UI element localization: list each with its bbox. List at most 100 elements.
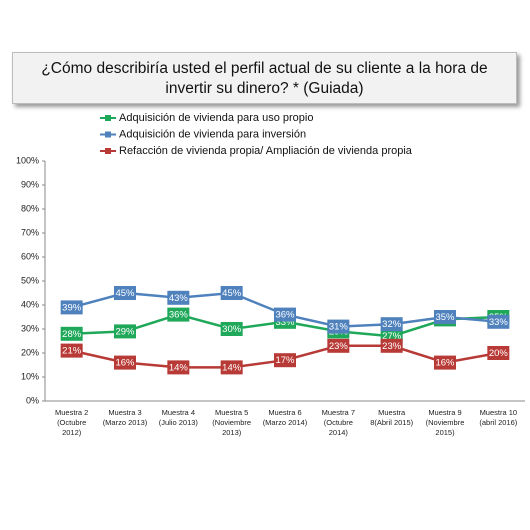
data-label: 33% [275, 317, 295, 328]
data-label-box [274, 307, 296, 322]
data-label: 36% [169, 310, 189, 321]
x-tick-label: (Octubre [324, 418, 353, 427]
data-label: 23% [329, 341, 349, 352]
data-label: 27% [382, 331, 402, 342]
data-label-box [220, 360, 243, 375]
data-label-group: 45% [114, 286, 136, 300]
x-tick-label: (Marzo 2014) [263, 418, 308, 427]
data-label-group: 32% [380, 317, 403, 332]
data-label-group: 33% [487, 314, 510, 329]
x-tick-label: 2012) [62, 428, 82, 437]
data-label: 33% [489, 317, 509, 328]
x-tick-label: (abril 2016) [479, 418, 517, 427]
x-tick-label: 2014) [329, 428, 349, 437]
data-label: 32% [382, 319, 402, 330]
data-label-group: 16% [114, 355, 136, 370]
legend-label: Adquisición de vivienda para uso propio [119, 112, 313, 124]
data-label: 16% [435, 358, 455, 369]
y-tick-label: 40% [21, 299, 39, 309]
x-tick-label: (Noviembre [426, 418, 465, 427]
data-label: 30% [222, 324, 242, 335]
data-label: 23% [382, 341, 402, 352]
x-tick-label: Muestra 5 [215, 408, 248, 417]
data-label-box [487, 314, 510, 329]
data-label-group: 35% [434, 310, 456, 324]
chart-title: ¿Cómo describiría usted el perfil actual… [12, 52, 517, 104]
legend-marker [105, 148, 111, 154]
y-tick-label: 90% [21, 179, 39, 189]
x-tick-label: 2013) [222, 428, 242, 437]
x-tick-label: (Octubre [57, 418, 86, 427]
data-label: 21% [62, 346, 82, 357]
data-label-group: 23% [380, 338, 403, 353]
x-tick-label: Muestra 6 [268, 408, 301, 417]
data-label-box [487, 346, 510, 360]
data-label: 29% [115, 326, 135, 337]
data-label-group: 14% [220, 360, 243, 375]
data-label-box [327, 319, 350, 334]
data-label-group: 17% [274, 353, 296, 368]
y-tick-label: 50% [21, 275, 39, 285]
x-tick-label: (Julio 2013) [159, 418, 199, 427]
data-label-group: 16% [434, 355, 456, 370]
data-label-group: 20% [487, 346, 510, 360]
x-tick-label: Muestra [378, 408, 406, 417]
x-tick-label: (Noviembre [212, 418, 251, 427]
x-tick-label: Muestra 3 [108, 408, 141, 417]
y-tick-label: 20% [21, 347, 39, 357]
y-tick-label: 100% [16, 155, 39, 165]
data-label: 39% [62, 302, 82, 313]
data-label: 36% [275, 310, 295, 321]
data-label-group: 31% [327, 319, 350, 334]
x-tick-label: Muestra 2 [55, 408, 88, 417]
data-label-box [434, 310, 456, 324]
data-label-box [380, 317, 403, 332]
data-label: 14% [169, 362, 189, 373]
data-label-group: 30% [220, 322, 243, 336]
data-label: 45% [115, 288, 135, 299]
data-label-group: 43% [167, 290, 190, 305]
data-label-box [220, 286, 243, 300]
data-label: 45% [222, 288, 242, 299]
x-tick-label: Muestra 10 [480, 408, 518, 417]
data-label: 31% [329, 322, 349, 333]
data-label: 14% [222, 362, 242, 373]
data-label-box [60, 326, 83, 341]
data-label-box [434, 355, 456, 370]
data-label-group: 36% [274, 307, 296, 322]
x-tick-label: (Marzo 2013) [103, 418, 148, 427]
data-label-box [60, 300, 83, 315]
data-label-group: 21% [60, 343, 83, 358]
data-label-box [114, 324, 136, 339]
data-label-box [220, 322, 243, 336]
data-label: 17% [275, 355, 295, 366]
data-label: 28% [62, 329, 82, 340]
y-tick-label: 30% [21, 323, 39, 333]
legend-marker [105, 131, 111, 138]
data-label-box [114, 286, 136, 300]
data-label: 35% [435, 312, 455, 323]
x-tick-label: 8(Abril 2015) [370, 418, 413, 427]
data-label: 43% [169, 293, 189, 304]
y-tick-label: 0% [26, 395, 39, 405]
x-tick-label: 2015) [435, 428, 455, 437]
x-tick-label: Muestra 7 [322, 408, 355, 417]
data-label-box [60, 343, 83, 358]
legend-label: Refacción de vivienda propia/ Ampliación… [119, 145, 413, 157]
y-tick-label: 70% [21, 227, 39, 237]
data-label-box [167, 360, 190, 375]
y-tick-label: 10% [21, 371, 39, 381]
data-label-box [380, 338, 403, 353]
legend-marker [105, 115, 111, 121]
data-label-group: 36% [167, 307, 190, 322]
y-tick-label: 80% [21, 203, 39, 213]
data-label-group: 39% [60, 300, 83, 315]
data-label-box [327, 338, 350, 353]
data-label: 16% [115, 358, 135, 369]
data-label-group: 14% [167, 360, 190, 375]
legend-label: Adquisición de vivienda para inversión [119, 128, 306, 140]
data-label-group: 45% [220, 286, 243, 300]
data-label-group: 29% [114, 324, 136, 339]
